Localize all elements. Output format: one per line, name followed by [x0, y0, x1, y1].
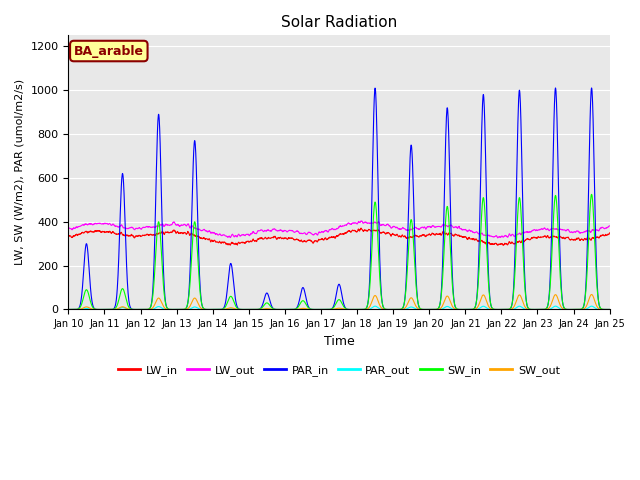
PAR_out: [558, 306, 566, 312]
X-axis label: Time: Time: [324, 335, 355, 348]
Legend: LW_in, LW_out, PAR_in, PAR_out, SW_in, SW_out: LW_in, LW_out, PAR_in, PAR_out, SW_in, S…: [114, 361, 564, 381]
PAR_out: [216, 307, 223, 312]
LW_in: [559, 235, 566, 241]
Line: LW_in: LW_in: [68, 228, 610, 245]
SW_out: [65, 307, 72, 312]
LW_in: [357, 225, 365, 231]
LW_in: [497, 241, 504, 247]
PAR_out: [588, 303, 595, 309]
SW_out: [558, 305, 566, 311]
SW_out: [606, 307, 614, 312]
PAR_out: [606, 307, 614, 312]
PAR_out: [496, 307, 504, 312]
LW_out: [367, 220, 374, 226]
SW_out: [366, 303, 374, 309]
PAR_out: [65, 307, 72, 312]
LW_out: [606, 223, 614, 229]
SW_in: [355, 307, 362, 312]
PAR_in: [355, 307, 362, 312]
PAR_in: [606, 307, 614, 312]
LW_out: [494, 235, 502, 241]
Title: Solar Radiation: Solar Radiation: [281, 15, 397, 30]
LW_in: [216, 239, 223, 244]
LW_in: [499, 242, 507, 248]
LW_out: [497, 234, 504, 240]
SW_out: [573, 307, 580, 312]
SW_out: [588, 292, 595, 298]
SW_out: [355, 307, 362, 312]
LW_in: [573, 236, 581, 242]
PAR_in: [366, 263, 374, 268]
SW_in: [65, 307, 72, 312]
PAR_in: [558, 291, 566, 297]
Line: SW_in: SW_in: [68, 194, 610, 310]
LW_out: [357, 218, 365, 224]
Line: PAR_out: PAR_out: [68, 306, 610, 310]
LW_out: [355, 219, 362, 225]
SW_out: [496, 307, 504, 312]
PAR_out: [573, 307, 580, 312]
PAR_in: [573, 307, 580, 312]
PAR_in: [588, 85, 595, 91]
Line: LW_out: LW_out: [68, 221, 610, 238]
SW_in: [366, 277, 374, 283]
Line: PAR_in: PAR_in: [68, 88, 610, 310]
SW_in: [496, 307, 504, 312]
LW_out: [216, 231, 223, 237]
SW_in: [588, 192, 595, 197]
SW_out: [216, 307, 223, 312]
SW_in: [573, 307, 580, 312]
SW_in: [606, 307, 614, 312]
LW_in: [367, 228, 374, 233]
SW_in: [216, 307, 223, 312]
PAR_out: [366, 306, 374, 312]
LW_in: [65, 234, 72, 240]
LW_out: [65, 226, 72, 231]
PAR_out: [355, 307, 362, 312]
LW_in: [606, 230, 614, 236]
PAR_in: [496, 307, 504, 312]
Line: SW_out: SW_out: [68, 295, 610, 310]
Y-axis label: LW, SW (W/m2), PAR (umol/m2/s): LW, SW (W/m2), PAR (umol/m2/s): [15, 79, 25, 265]
LW_in: [355, 226, 362, 232]
Text: BA_arable: BA_arable: [74, 45, 144, 58]
PAR_in: [216, 307, 223, 312]
LW_out: [559, 227, 566, 232]
SW_in: [558, 293, 566, 299]
LW_out: [573, 228, 581, 234]
PAR_in: [65, 307, 72, 312]
